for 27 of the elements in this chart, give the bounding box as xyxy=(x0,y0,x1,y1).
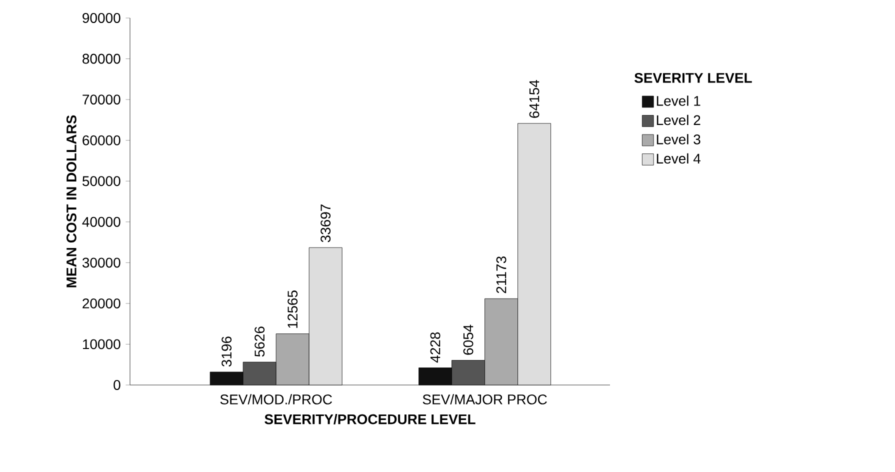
y-tick-label: 10000 xyxy=(83,339,120,350)
y-tick-label: 60000 xyxy=(82,135,120,146)
data-label: 6054 xyxy=(463,324,474,355)
y-tick-label: 30000 xyxy=(82,258,120,268)
y-axis-title: MEAN COST IN DOLLARS xyxy=(66,115,76,288)
legend-title: SEVERITY LEVEL xyxy=(634,72,752,83)
legend-label: Level 2 xyxy=(656,114,700,126)
x-tick-label: SEV/MOD./PROC xyxy=(220,394,332,404)
data-label: 5626 xyxy=(254,326,265,357)
legend-label: Level 1 xyxy=(656,96,700,106)
data-label: 3196 xyxy=(222,336,232,367)
y-tick-label: 20000 xyxy=(82,298,120,308)
data-label: 33697 xyxy=(320,204,331,242)
data-label: 12565 xyxy=(288,290,298,328)
legend-label: Level 4 xyxy=(656,153,700,164)
data-label: 4228 xyxy=(430,332,440,363)
y-tick-label: 40000 xyxy=(82,216,120,227)
x-axis-title: SEVERITY/PROCEDURE LEVEL xyxy=(264,414,476,424)
y-tick-label: 0 xyxy=(114,380,120,390)
y-tick-label: 70000 xyxy=(82,94,120,105)
data-label: 64154 xyxy=(529,80,540,118)
y-tick-label: 90000 xyxy=(82,13,120,23)
legend-label: Level 3 xyxy=(656,134,700,144)
y-tick-label: 80000 xyxy=(82,54,120,64)
data-label: 21173 xyxy=(496,256,506,294)
y-tick-label: 50000 xyxy=(82,176,120,186)
x-tick-label: SEV/MAJOR PROC xyxy=(422,394,547,404)
